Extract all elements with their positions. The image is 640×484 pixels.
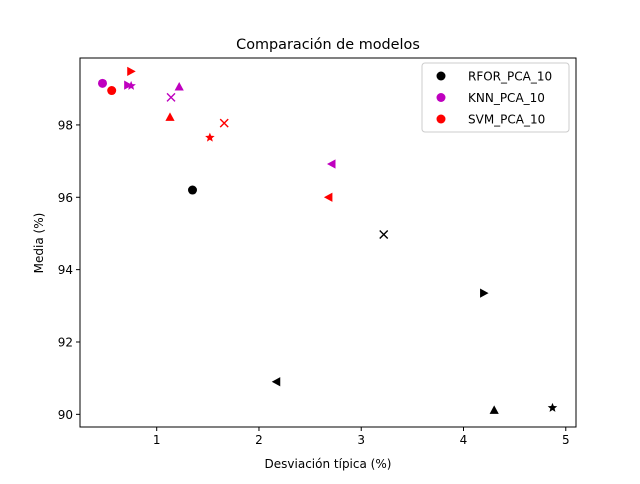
x-tick-label: 1: [153, 433, 161, 447]
data-point-triangle-left: [326, 159, 336, 169]
chart-title: Comparación de modelos: [236, 37, 420, 53]
data-point-triangle-left: [271, 377, 281, 387]
x-tick-label: 3: [357, 433, 365, 447]
data-point-triangle-right: [480, 288, 489, 298]
legend-marker: [436, 114, 446, 124]
legend-marker: [436, 71, 446, 81]
y-tick-label: 92: [58, 335, 73, 349]
legend-frame: [421, 62, 570, 133]
data-point-star: [547, 402, 558, 412]
legend-entry-label: RFOR_PCA_10: [468, 70, 552, 84]
y-tick-label: 94: [58, 263, 73, 277]
data-point-star: [126, 80, 136, 90]
y-tick-label: 98: [58, 118, 73, 132]
plot-frame: [79, 57, 577, 428]
y-tick-label: 90: [58, 408, 73, 422]
x-axis-label: Desviación típica (%): [265, 457, 392, 471]
data-point-x: [166, 92, 176, 102]
x-tick-label: 4: [460, 433, 468, 447]
data-point-triangle-up: [489, 405, 499, 414]
x-tick-label: 2: [255, 433, 263, 447]
x-tick-label: 5: [562, 433, 570, 447]
legend-entry-label: SVM_PCA_10: [468, 113, 545, 127]
legend-marker: [436, 93, 446, 102]
data-point-triangle-left: [323, 192, 333, 202]
legend-entry-label: KNN_PCA_10: [468, 91, 545, 105]
data-point-triangle-right: [127, 66, 136, 76]
data-point-circle: [107, 86, 117, 96]
data-point-star: [205, 132, 215, 142]
data-point-triangle-up: [174, 81, 184, 91]
data-point-x: [219, 118, 229, 128]
data-point-triangle-up: [165, 112, 175, 121]
data-point-x: [379, 230, 389, 240]
data-point-circle: [97, 78, 107, 88]
data-point-circle: [187, 185, 197, 195]
plot-area: [97, 66, 558, 414]
y-tick-label: 96: [58, 191, 73, 205]
legend: RFOR_PCA_10 KNN_PCA_10 SVM_PCA_10: [421, 62, 570, 133]
y-axis-label: Media (%): [32, 213, 46, 274]
